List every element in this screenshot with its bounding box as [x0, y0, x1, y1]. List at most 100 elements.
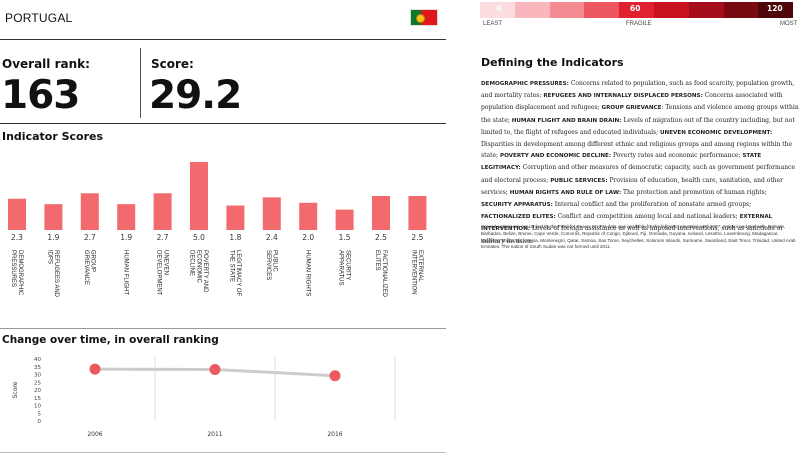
indicator-bar[interactable]: [153, 193, 172, 230]
definition-text: Internal conflict and the proliferation …: [552, 201, 752, 209]
svg-text:DEVELOPMENT: DEVELOPMENT: [156, 250, 162, 296]
chart-divider: [0, 328, 446, 329]
definition-text: Concerns related to population, such as …: [481, 80, 795, 100]
svg-text:APPARATUS: APPARATUS: [338, 250, 344, 285]
indicator-bar[interactable]: [80, 193, 99, 230]
indicator-value-label: 1.9: [47, 233, 59, 242]
legend-segment: [653, 2, 689, 18]
definition-text: : Tensions and violence among groups wit…: [481, 104, 799, 124]
svg-text:PUBLIC: PUBLIC: [272, 250, 278, 272]
indicator-bar[interactable]: [117, 204, 136, 230]
stat-divider: [140, 48, 141, 118]
svg-text:HUMAN RIGHTS: HUMAN RIGHTS: [305, 250, 311, 296]
svg-text:GRIEVANCE: GRIEVANCE: [83, 250, 89, 285]
y-axis-label: Score: [12, 381, 19, 398]
svg-text:INTERVENTION: INTERVENTION: [410, 250, 416, 295]
bottom-divider: [0, 452, 446, 453]
definition-text: Provision of education, health care, san…: [481, 176, 784, 196]
definition-text: The protection and promotion of human ri…: [621, 188, 767, 196]
definition-text: Corruption and other measures of democra…: [481, 164, 796, 184]
x-tick-label: 2016: [327, 431, 342, 438]
y-tick-label: 35: [34, 365, 41, 371]
y-tick-label: 20: [34, 388, 41, 394]
svg-text:LEGITIMACY OF: LEGITIMACY OF: [235, 250, 241, 297]
country-name: PORTUGAL: [5, 11, 73, 25]
legend-segment: [723, 2, 759, 18]
indicator-bar[interactable]: [372, 196, 390, 230]
change-over-time-title: Change over time, in overall ranking: [2, 334, 219, 346]
legend-segment: [688, 2, 724, 18]
y-tick-label: 25: [34, 380, 41, 386]
indicator-bar[interactable]: [299, 202, 318, 230]
indicator-bar[interactable]: [226, 205, 245, 230]
definition-text: Disparities in development among differe…: [481, 141, 793, 160]
header-divider: [0, 39, 446, 40]
svg-text:SERVICES: SERVICES: [265, 250, 271, 280]
svg-text:ECONOMIC: ECONOMIC: [195, 250, 201, 284]
legend-value-60: 60: [630, 4, 641, 13]
indicator-value-label: 2.3: [11, 233, 23, 242]
legend-least: LEAST: [483, 21, 503, 27]
legend-segment: [514, 2, 550, 18]
svg-text:DECLINE: DECLINE: [189, 250, 195, 276]
ranking-point[interactable]: [329, 370, 341, 382]
indicator-bar[interactable]: [262, 197, 281, 230]
svg-text:THE STATE: THE STATE: [228, 250, 234, 282]
definition-term: POVERTY AND ECONOMIC DECLINE:: [499, 153, 612, 160]
score-label: Score:: [151, 57, 194, 71]
definition-term: DEMOGRAPHIC PRESSURES:: [481, 81, 569, 87]
definition-term: SECURITY APPARATUS:: [481, 202, 553, 209]
y-tick-label: 15: [34, 396, 41, 402]
x-tick-label: 2006: [87, 431, 102, 438]
definition-term: HUMAN FLIGHT AND BRAIN DRAIN:: [511, 117, 622, 124]
indicator-value-label: 1.9: [120, 233, 132, 242]
definition-term: EXTERNAL INTERVENTION:: [481, 214, 773, 233]
legend-segment: [619, 2, 654, 18]
indicator-bar[interactable]: [335, 209, 354, 230]
definition-text: Levels of foreign assistance as well as …: [481, 225, 784, 245]
indicator-value-label: 5.0: [193, 233, 205, 242]
ranking-point[interactable]: [209, 364, 221, 376]
indicator-value-label: 2.5: [411, 233, 423, 242]
definition-text: Levels of migration out of the country i…: [481, 116, 795, 136]
indicator-value-label: 1.8: [229, 233, 241, 242]
legend-segment: [549, 2, 585, 18]
legend-most: MOST: [780, 21, 798, 27]
indicator-value-label: 2.5: [375, 233, 387, 242]
definition-text: Conflict and competition among local and…: [555, 213, 740, 221]
svg-text:POVERTY AND: POVERTY AND: [202, 250, 208, 293]
definition-term: REFUGEES AND INTERNALLY DISPLACED PERSON…: [543, 93, 703, 100]
svg-text:ELITES: ELITES: [374, 250, 380, 271]
indicator-bar[interactable]: [44, 204, 63, 230]
y-tick-label: 0: [38, 419, 42, 425]
indicator-category-label: HUMAN FLIGHT: [123, 250, 129, 295]
definition-term: HUMAN RIGHTS AND RULE OF LAW:: [509, 189, 622, 196]
svg-text:EXTERNAL: EXTERNAL: [417, 250, 423, 282]
legend-segment: [584, 2, 620, 18]
indicator-bar[interactable]: [408, 196, 427, 230]
definition-term: FACTIONALIZED ELITES:: [481, 214, 556, 221]
svg-text:PRESSURES: PRESSURES: [10, 250, 16, 287]
footnote: Grayed nations are not ranked by the Fun…: [481, 224, 796, 250]
definition-text: Poverty rates and economic performance;: [611, 152, 743, 160]
definition-term: PUBLIC SERVICES:: [550, 177, 608, 184]
ranking-point[interactable]: [89, 363, 101, 375]
score-value: 29.2: [149, 73, 242, 118]
fragility-legend-bar: [480, 2, 794, 18]
y-tick-label: 5: [38, 411, 42, 417]
svg-text:HUMAN FLIGHT: HUMAN FLIGHT: [123, 250, 129, 295]
indicator-value-label: 2.0: [302, 233, 314, 242]
indicator-value-label: 2.7: [84, 233, 96, 242]
y-tick-label: 30: [34, 373, 41, 379]
indicator-bar[interactable]: [190, 162, 208, 230]
indicator-bar[interactable]: [8, 198, 26, 230]
svg-text:UNEVEN: UNEVEN: [162, 250, 168, 275]
